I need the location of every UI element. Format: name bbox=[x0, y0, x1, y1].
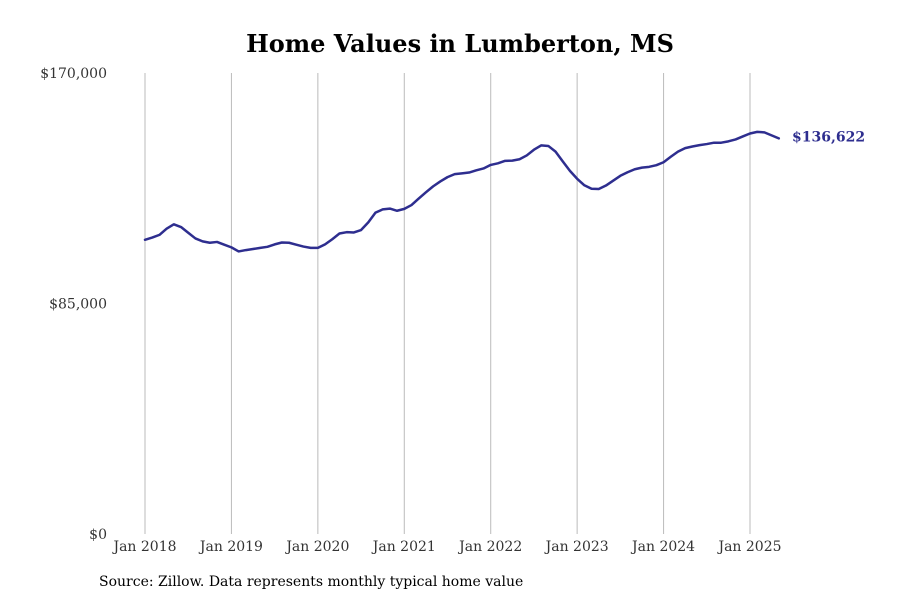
x-tick-label: Jan 2019 bbox=[198, 539, 263, 555]
end-value-label: $136,622 bbox=[792, 129, 865, 145]
x-tick-label: Jan 2024 bbox=[630, 539, 695, 555]
x-tick-label: Jan 2021 bbox=[371, 539, 436, 555]
source-note: Source: Zillow. Data represents monthly … bbox=[99, 574, 524, 590]
y-tick-label: $0 bbox=[89, 527, 107, 543]
y-tick-label: $85,000 bbox=[49, 297, 107, 313]
x-tick-label: Jan 2022 bbox=[457, 539, 522, 555]
chart-title: Home Values in Lumberton, MS bbox=[246, 29, 674, 58]
y-axis-ticks: $0 $85,000 $170,000 bbox=[40, 66, 107, 543]
x-tick-label: Jan 2020 bbox=[284, 539, 349, 555]
x-tick-label: Jan 2025 bbox=[716, 539, 781, 555]
series-line bbox=[143, 130, 781, 253]
x-axis-ticks: Jan 2018 Jan 2019 Jan 2020 Jan 2021 Jan 2022… bbox=[111, 539, 781, 555]
y-tick-label: $170,000 bbox=[40, 66, 107, 82]
x-tick-label: Jan 2023 bbox=[544, 539, 609, 555]
x-tick-label: Jan 2018 bbox=[111, 539, 176, 555]
gridlines bbox=[144, 73, 751, 534]
